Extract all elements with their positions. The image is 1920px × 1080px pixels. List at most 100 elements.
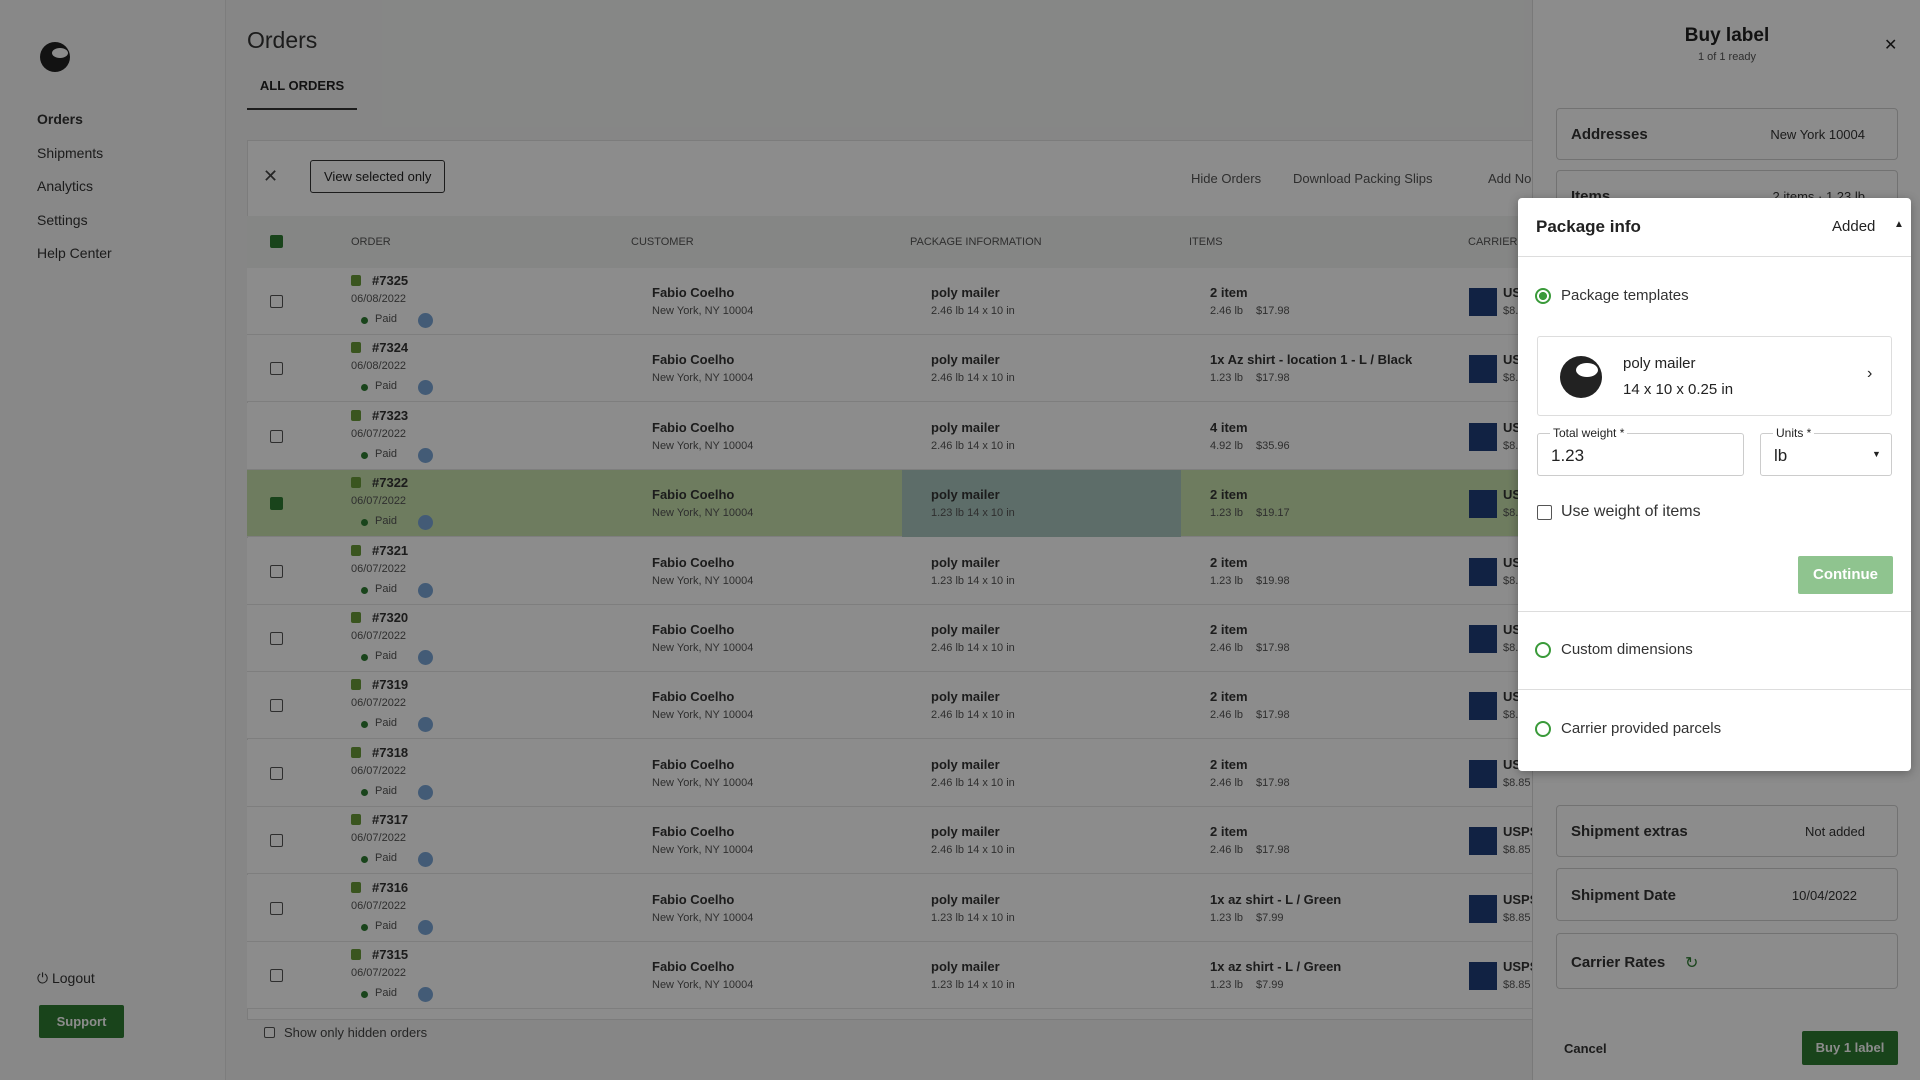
logo — [40, 42, 70, 72]
nav-item[interactable]: Shipments — [37, 144, 104, 161]
order-row[interactable]: #7322 06/07/2022 Paid Fabio Coelho New York,… — [247, 470, 1532, 538]
radio-carrier[interactable] — [1535, 721, 1551, 737]
order-row[interactable]: #7320 06/07/2022 Paid Fabio Coelho New York,… — [247, 605, 1532, 672]
nav-item[interactable]: Help Center — [37, 245, 112, 261]
download-slips[interactable]: Download Packing Slips — [1293, 171, 1433, 186]
column-header: ORDER — [351, 236, 391, 248]
view-selected-button[interactable]: View selected only — [310, 160, 446, 193]
items: 2 item — [1210, 487, 1248, 503]
order-number: #7320 — [372, 610, 409, 625]
hidden-checkbox[interactable] — [264, 1027, 275, 1038]
units-field[interactable]: Units * lb ▼ — [1760, 426, 1892, 476]
buy-button[interactable]: Buy 1 label — [1802, 1031, 1898, 1065]
order-row[interactable]: #7325 06/08/2022 Paid Fabio Coelho New York,… — [247, 268, 1532, 335]
order-row[interactable]: #7317 06/07/2022 Paid Fabio Coelho New York,… — [247, 807, 1532, 875]
status: Paid — [375, 987, 398, 999]
main: Orders ALL ORDERS ✕ View selected only H… — [226, 0, 1532, 1080]
package: poly mailer — [931, 622, 1000, 637]
row-checkbox[interactable] — [270, 564, 283, 578]
hide-orders[interactable]: Hide Orders — [1191, 171, 1262, 186]
extras[interactable]: Shipment extras Not added — [1556, 805, 1898, 857]
template-dims: 14 x 10 x 0.25 in — [1623, 381, 1734, 398]
nav-item[interactable]: Analytics — [37, 178, 94, 194]
nav-item[interactable]: Settings — [37, 211, 88, 228]
clear-selection[interactable]: ✕ — [263, 166, 279, 186]
status-dot — [361, 991, 368, 998]
template-name: poly mailer — [1623, 355, 1696, 372]
support-button[interactable]: Support — [39, 1005, 124, 1038]
order-row[interactable]: #7319 06/07/2022 Paid Fabio Coelho New York,… — [247, 672, 1532, 740]
hidden-toggle[interactable]: Show only hidden orders — [284, 1025, 428, 1040]
items-weight: 1.23 lb — [1210, 574, 1244, 587]
items-weight: 1.23 lb — [1210, 372, 1244, 385]
table-header — [247, 216, 1532, 268]
package: poly mailer — [931, 554, 1000, 570]
logout[interactable]: ⏻ Logout — [37, 970, 95, 986]
shipment-date[interactable]: Shipment Date 10/04/2022 — [1556, 868, 1898, 921]
row-checkbox[interactable] — [270, 901, 283, 915]
order-number: #7318 — [372, 744, 409, 760]
store-icon — [351, 544, 361, 556]
package-detail: 2.46 lb 14 x 10 in — [931, 776, 1015, 789]
order-row[interactable]: #7315 06/07/2022 Paid Fabio Coelho New York,… — [247, 942, 1532, 1009]
items-price: $17.98 — [1256, 372, 1290, 385]
column-header: PACKAGE INFORMATION — [910, 236, 1042, 248]
carrier-rates[interactable]: Carrier Rates ↻ — [1556, 933, 1898, 989]
carrier-logo — [1469, 490, 1497, 519]
rate: $8.85 — [1503, 776, 1531, 789]
tab[interactable]: ALL ORDERS — [247, 78, 357, 110]
label: Carrier Rates — [1571, 954, 1666, 971]
order-date: 06/07/2022 — [351, 427, 407, 440]
order-row[interactable]: #7316 06/07/2022 Paid Fabio Coelho New York,… — [247, 874, 1532, 942]
address: New York, NY 10004 — [652, 642, 754, 654]
items-weight: 1.23 lb — [1210, 507, 1244, 520]
row-checkbox[interactable] — [270, 969, 283, 982]
row-checkbox[interactable] — [270, 834, 283, 848]
panel-subtitle: 1 of 1 ready — [1697, 51, 1757, 63]
store-icon — [351, 342, 361, 354]
order-date: 06/07/2022 — [351, 697, 407, 710]
order-date: 06/07/2022 — [351, 630, 407, 642]
order-row[interactable]: #7318 06/07/2022 Paid Fabio Coelho New York,… — [247, 739, 1532, 807]
radio-templates[interactable] — [1535, 288, 1551, 304]
order-row[interactable]: #7321 06/07/2022 Paid Fabio Coelho New York,… — [247, 537, 1532, 605]
package-detail: 2.46 lb 14 x 10 in — [931, 305, 1015, 317]
row-checkbox[interactable] — [270, 699, 283, 713]
cancel[interactable]: Cancel — [1564, 1041, 1607, 1056]
order-number: #7317 — [372, 812, 409, 828]
carrier-logo — [1469, 625, 1497, 653]
use-weight-checkbox[interactable] — [1537, 505, 1552, 520]
fulfil-icon — [418, 582, 433, 598]
continue-button[interactable]: Continue — [1798, 556, 1893, 594]
package: poly mailer — [931, 487, 1000, 503]
store-icon — [351, 814, 361, 826]
nav-item[interactable]: Orders — [37, 111, 83, 127]
close[interactable]: ✕ — [1884, 37, 1898, 54]
weight-field[interactable]: Total weight * 1.23 — [1537, 426, 1744, 476]
row-checkbox[interactable] — [270, 295, 283, 308]
add-note[interactable]: Add No — [1488, 171, 1532, 186]
address: New York, NY 10004 — [652, 776, 754, 789]
store-icon — [351, 679, 361, 691]
radio-custom[interactable] — [1535, 642, 1551, 658]
order-date: 06/07/2022 — [351, 562, 407, 575]
addresses[interactable]: Addresses New York 10004 — [1556, 108, 1898, 160]
row-checkbox[interactable] — [270, 362, 283, 376]
order-row[interactable]: #7323 06/07/2022 Paid Fabio Coelho New York,… — [247, 402, 1532, 470]
items: 1x az shirt - L / Green — [1210, 891, 1342, 907]
template-card[interactable]: poly mailer 14 x 10 x 0.25 in › — [1537, 336, 1892, 416]
value: 10/04/2022 — [1791, 888, 1857, 903]
row-checkbox[interactable] — [270, 766, 283, 780]
row-checkbox[interactable] — [270, 429, 283, 443]
row-checkbox[interactable] — [270, 632, 283, 645]
select-all[interactable] — [270, 235, 283, 248]
items: 2 item — [1210, 689, 1248, 705]
order-row[interactable]: #7324 06/08/2022 Paid Fabio Coelho New York,… — [247, 335, 1532, 403]
items: 1x az shirt - L / Green — [1210, 959, 1342, 974]
store-icon — [351, 746, 361, 758]
label: Total weight * — [1550, 426, 1628, 440]
store-icon — [351, 409, 361, 421]
status: Paid — [375, 447, 398, 460]
row-checkbox[interactable] — [270, 497, 283, 511]
items-price: $7.99 — [1256, 979, 1284, 991]
